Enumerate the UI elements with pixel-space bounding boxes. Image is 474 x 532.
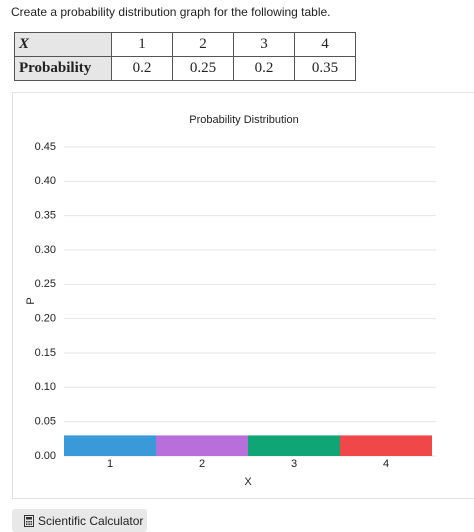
y-tick-label: 0.30: [35, 244, 56, 256]
bar[interactable]: [248, 435, 340, 456]
calculator-icon: [24, 514, 34, 527]
table-cell: 0.2: [111, 56, 173, 81]
x-tick-label: 1: [107, 458, 113, 470]
calculator-button[interactable]: Scientific Calculator: [12, 509, 147, 532]
table-cell: 1: [111, 32, 173, 57]
x-tick-label: 3: [291, 458, 297, 470]
table-cell: 0.25: [172, 56, 234, 81]
y-tick-label: 0.05: [35, 416, 56, 428]
y-tick-label: 0.40: [35, 175, 56, 187]
data-table: X 1 2 3 4 Probability 0.2 0.25 0.2 0.35: [14, 32, 356, 81]
graph-panel[interactable]: Probability Distribution X P 0.00 0.05 0.1…: [12, 92, 474, 499]
y-tick-label: 0.20: [35, 313, 56, 325]
x-tick-label: 4: [383, 458, 389, 470]
y-tick-label: 0.15: [35, 347, 56, 359]
table-cell: 0.2: [233, 56, 295, 81]
chart-title: Probability Distribution: [189, 114, 298, 126]
table-cell: 0.35: [294, 56, 356, 81]
chart[interactable]: Probability Distribution X P 0.00 0.05 0.1…: [13, 93, 474, 498]
bar[interactable]: [156, 435, 248, 456]
x-tick-label: 2: [199, 458, 205, 470]
x-axis-label: X: [244, 476, 252, 488]
bar[interactable]: [64, 435, 156, 456]
table-cell: X: [14, 32, 112, 57]
prompt: Create a probability distribution graph …: [11, 5, 331, 19]
y-axis-label: P: [25, 297, 37, 304]
y-tick-label: 0.45: [35, 141, 56, 153]
table-cell: 2: [172, 32, 234, 57]
table-cell: 4: [294, 32, 356, 57]
table-cell: Probability: [14, 56, 112, 81]
bar[interactable]: [340, 435, 432, 456]
button-label[interactable]: Scientific Calculator: [38, 513, 144, 528]
y-tick-label: 0.35: [35, 210, 56, 222]
y-tick-label: 0.10: [35, 381, 56, 393]
table-cell: 3: [233, 32, 295, 57]
y-tick-label: 0.25: [35, 278, 56, 290]
y-tick-label: 0.00: [35, 450, 56, 462]
